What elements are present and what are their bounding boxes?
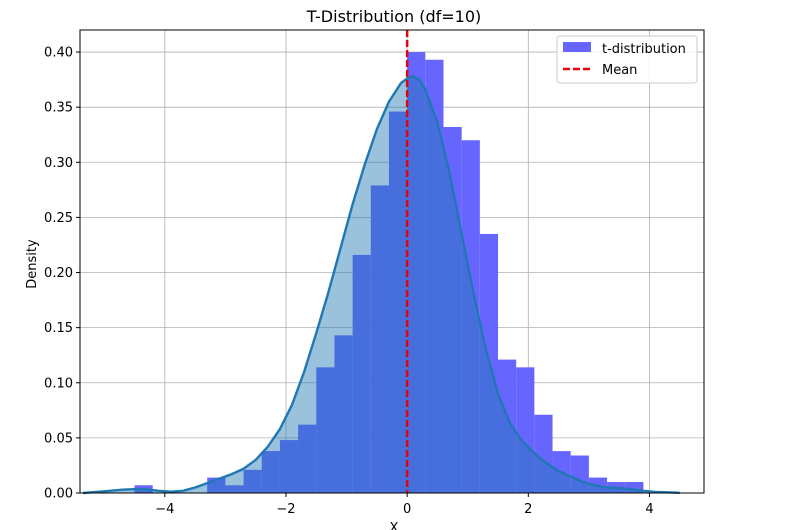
legend: t-distribution Mean xyxy=(556,35,698,84)
y-axis-label: Density xyxy=(25,239,40,289)
histogram-bar xyxy=(461,140,480,493)
legend-swatch-histogram xyxy=(563,42,591,52)
histogram-bar xyxy=(243,469,262,493)
histogram-bar xyxy=(316,367,335,493)
histogram-bar xyxy=(279,440,299,493)
histogram-bar xyxy=(388,111,408,494)
histogram-bar xyxy=(625,481,644,493)
histogram-bar xyxy=(425,59,444,494)
histogram-bar xyxy=(443,127,462,493)
histogram-bar xyxy=(370,185,389,493)
kde-fill xyxy=(83,76,680,494)
histogram-bar xyxy=(516,367,535,493)
x-tick-label: −4 xyxy=(155,502,174,517)
x-tick-label: −2 xyxy=(276,502,295,517)
histogram-bars xyxy=(134,52,644,494)
histogram-bar xyxy=(498,359,517,493)
kde-line xyxy=(82,75,680,495)
x-axis-label: X xyxy=(390,521,399,530)
legend-label-histogram: t-distribution xyxy=(602,42,686,57)
ticks-layer: −4 −2 0 2 4 0.00 0.05 0.10 0.15 0.20 0.25 0.30 0.35 0… xyxy=(44,46,654,517)
legend-label-mean: Mean xyxy=(602,63,637,78)
histogram-bar xyxy=(225,485,244,493)
axes-layer xyxy=(79,29,705,494)
kde-layer xyxy=(82,75,680,495)
x-tick-label: 2 xyxy=(524,502,532,517)
histogram-bar xyxy=(298,424,317,493)
plot-frame xyxy=(79,29,705,494)
y-tick-label: 0.15 xyxy=(44,321,73,336)
y-tick-label: 0.35 xyxy=(44,101,73,116)
y-tick-label: 0.10 xyxy=(44,376,73,391)
legend-frame xyxy=(556,35,698,84)
histogram-bar xyxy=(334,335,353,493)
y-tick-label: 0.25 xyxy=(44,211,73,226)
x-tick-label: 0 xyxy=(403,502,411,517)
y-tick-label: 0.05 xyxy=(44,431,73,446)
y-tick-label: 0.30 xyxy=(44,156,73,171)
chart-title: T-Distribution (df=10) xyxy=(306,7,482,26)
y-tick-label: 0.40 xyxy=(44,46,73,61)
histogram-bar xyxy=(407,52,426,494)
y-tick-label: 0.00 xyxy=(44,487,73,502)
x-tick-label: 4 xyxy=(645,502,653,517)
histogram-bar xyxy=(534,414,553,493)
y-tick-label: 0.20 xyxy=(44,266,73,281)
histogram-bar xyxy=(261,451,280,493)
histogram-bar xyxy=(352,254,371,493)
